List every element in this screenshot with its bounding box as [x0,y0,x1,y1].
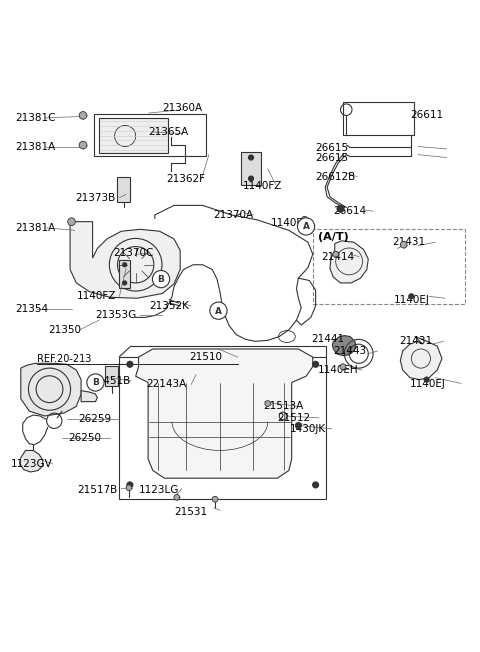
Circle shape [313,482,319,488]
Bar [241,153,261,185]
Circle shape [68,218,75,226]
Circle shape [400,241,407,248]
Text: 21451B: 21451B [91,376,131,386]
Circle shape [337,205,344,212]
Text: 21381A: 21381A [15,141,55,151]
Text: 21441: 21441 [311,334,344,344]
Polygon shape [136,349,313,478]
Bar [313,229,465,304]
Text: 1140EJ: 1140EJ [394,295,430,304]
Text: 26250: 26250 [69,434,102,443]
Circle shape [249,176,253,181]
Circle shape [126,485,132,491]
Text: 21431: 21431 [399,336,432,346]
Circle shape [127,361,133,367]
Circle shape [212,496,218,502]
Circle shape [265,401,271,406]
Text: 1123LG: 1123LG [139,484,179,495]
Circle shape [296,422,301,428]
Polygon shape [70,222,180,298]
Circle shape [174,494,180,500]
Polygon shape [21,363,81,416]
Text: 26259: 26259 [78,414,111,424]
Circle shape [123,281,127,285]
Text: 1140EJ: 1140EJ [410,379,446,389]
Text: 21513A: 21513A [263,402,303,411]
Text: 21353G: 21353G [96,310,137,321]
Text: 1123GV: 1123GV [11,459,53,469]
Circle shape [249,155,253,160]
Bar [105,366,119,386]
Text: 21352K: 21352K [149,301,189,311]
Circle shape [424,378,429,382]
Polygon shape [20,451,43,472]
Circle shape [123,263,127,267]
Circle shape [301,216,308,223]
Text: 1140FZ: 1140FZ [242,181,282,191]
Text: 21365A: 21365A [148,127,188,137]
Text: 21531: 21531 [174,507,207,516]
Text: 1140FZ: 1140FZ [77,291,117,301]
Text: 21517B: 21517B [77,484,118,495]
Bar [120,357,326,499]
Circle shape [153,271,169,288]
Bar [120,260,130,288]
Text: 21370C: 21370C [113,248,154,258]
Text: 26611: 26611 [410,110,443,121]
Text: 26612B: 26612B [316,171,356,182]
Circle shape [313,361,319,367]
Circle shape [333,251,338,257]
Text: A: A [215,306,222,316]
Polygon shape [81,391,97,402]
Polygon shape [332,336,356,356]
Text: 21414: 21414 [322,252,355,261]
Polygon shape [330,241,368,283]
Bar [94,114,206,156]
Circle shape [298,218,315,235]
Bar [117,177,131,201]
Text: 21362F: 21362F [166,173,205,184]
Circle shape [210,302,227,319]
Text: 21350: 21350 [48,325,82,335]
Text: 21443: 21443 [333,346,366,356]
Text: 26615: 26615 [316,143,349,153]
Text: 26615: 26615 [316,153,349,162]
Text: 21370A: 21370A [214,210,254,220]
Text: 21360A: 21360A [163,103,203,113]
Text: 1140EH: 1140EH [318,365,358,375]
Bar [99,118,168,153]
Text: 21373B: 21373B [75,193,115,203]
Text: 21381C: 21381C [15,113,56,123]
Text: B: B [157,275,165,284]
Circle shape [127,482,133,488]
Text: 1430JK: 1430JK [290,424,326,434]
Text: 26614: 26614 [333,206,366,216]
Circle shape [79,141,87,149]
Text: 22143A: 22143A [147,379,187,389]
Text: (A/T): (A/T) [318,233,348,243]
Circle shape [87,374,104,391]
Text: REF.20-213: REF.20-213 [36,353,91,364]
Text: B: B [92,378,99,387]
Text: 21354: 21354 [15,304,48,314]
Text: 21510: 21510 [190,352,223,362]
Text: 1140FC: 1140FC [271,218,311,228]
Bar [343,102,414,134]
Text: 21512: 21512 [277,413,311,423]
Text: A: A [302,222,310,231]
Text: 21381A: 21381A [15,223,55,233]
Circle shape [79,111,87,119]
Circle shape [409,294,414,299]
Polygon shape [400,336,442,379]
Circle shape [340,364,346,370]
Text: 21431: 21431 [392,237,425,247]
